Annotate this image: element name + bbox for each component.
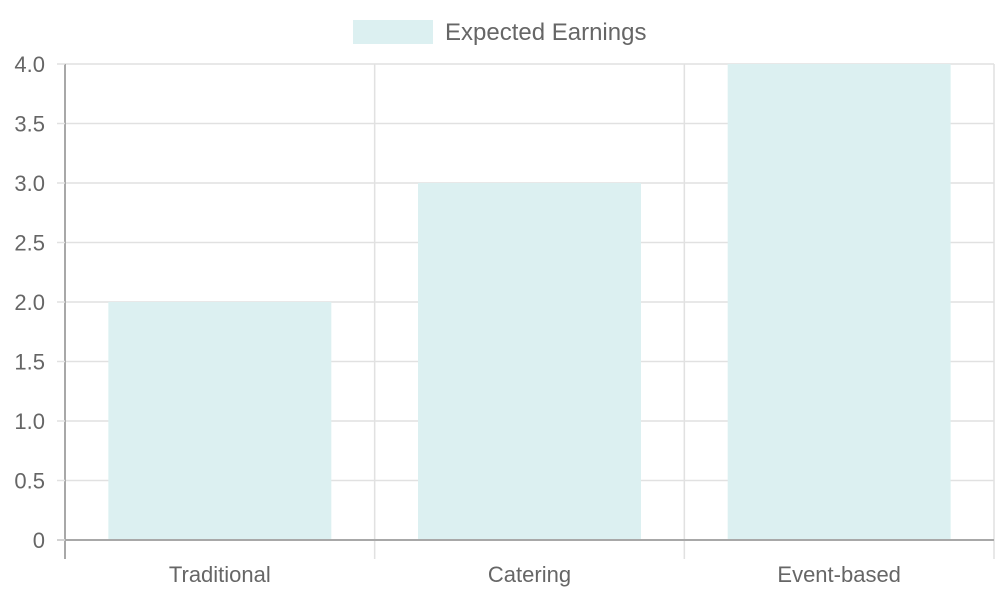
y-tick-label: 3.0 xyxy=(14,171,45,196)
y-tick-label: 4.0 xyxy=(14,52,45,77)
bar-traditional[interactable] xyxy=(108,302,332,540)
legend-label-expected-earnings[interactable]: Expected Earnings xyxy=(445,19,646,46)
y-axis-ticks: 0 0.5 1.0 1.5 2.0 2.5 3.0 3.5 4.0 xyxy=(14,52,65,553)
y-tick-label: 1.5 xyxy=(14,350,45,375)
legend-swatch-expected-earnings[interactable] xyxy=(353,20,433,44)
bars xyxy=(108,64,951,540)
y-tick-label: 1.0 xyxy=(14,409,45,434)
legend[interactable]: Expected Earnings xyxy=(353,19,646,46)
y-tick-label: 2.0 xyxy=(14,290,45,315)
x-tick-label: Traditional xyxy=(169,562,271,587)
bar-event-based[interactable] xyxy=(727,64,951,540)
x-tick-label: Catering xyxy=(488,562,571,587)
bar-catering[interactable] xyxy=(418,183,641,540)
y-tick-label: 0 xyxy=(33,528,45,553)
y-tick-label: 2.5 xyxy=(14,231,45,256)
y-tick-label: 3.5 xyxy=(14,112,45,137)
axes xyxy=(57,64,994,559)
x-tick-label: Event-based xyxy=(777,562,901,587)
y-tick-label: 0.5 xyxy=(14,469,45,494)
x-axis-ticks: Traditional Catering Event-based xyxy=(169,562,901,587)
